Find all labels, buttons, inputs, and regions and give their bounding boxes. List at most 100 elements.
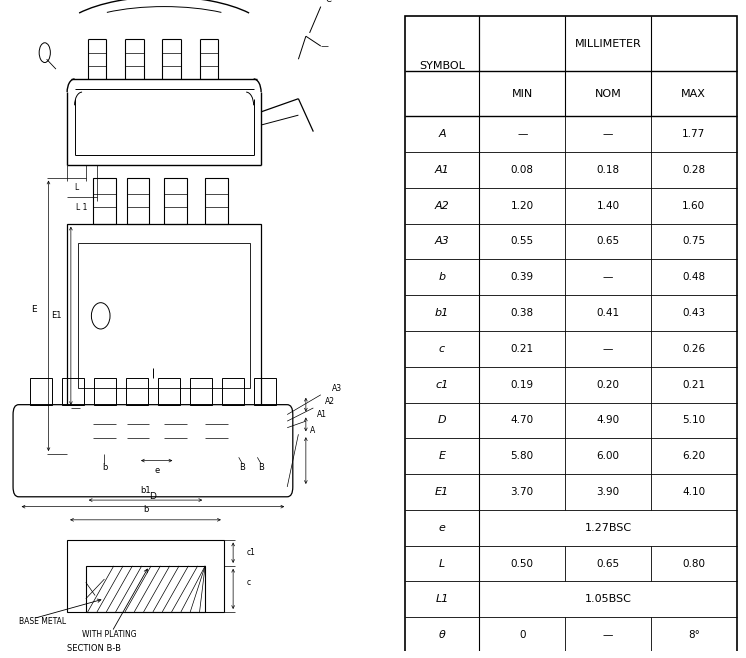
Bar <box>157 378 180 405</box>
Text: 1.40: 1.40 <box>597 201 619 211</box>
Bar <box>94 378 116 405</box>
Text: —: — <box>603 272 613 282</box>
Text: 3.70: 3.70 <box>511 487 533 497</box>
Text: 0.26: 0.26 <box>683 344 705 354</box>
Text: —: — <box>603 630 613 640</box>
Bar <box>127 178 149 224</box>
Text: E: E <box>31 305 37 314</box>
Text: E1: E1 <box>435 487 449 497</box>
Text: e: e <box>154 466 160 475</box>
Bar <box>205 178 228 224</box>
Text: 0.75: 0.75 <box>683 236 705 247</box>
Text: 0.41: 0.41 <box>597 308 619 318</box>
Bar <box>205 408 228 454</box>
Bar <box>62 378 84 405</box>
Text: 3.90: 3.90 <box>597 487 619 497</box>
Text: E: E <box>439 451 445 461</box>
Text: 0.20: 0.20 <box>597 380 619 390</box>
Bar <box>254 378 276 405</box>
Bar <box>127 408 149 454</box>
Text: 6.00: 6.00 <box>597 451 619 461</box>
Text: 0.39: 0.39 <box>511 272 533 282</box>
Bar <box>93 178 116 224</box>
Text: B: B <box>239 463 245 472</box>
Bar <box>222 378 244 405</box>
Text: 0.18: 0.18 <box>597 165 619 175</box>
Text: B: B <box>258 463 264 472</box>
Text: 1.27BSC: 1.27BSC <box>584 522 632 533</box>
Text: L: L <box>439 559 445 569</box>
Text: L: L <box>75 183 78 192</box>
Text: b: b <box>142 505 148 515</box>
Text: 6.20: 6.20 <box>683 451 705 461</box>
Text: 0.38: 0.38 <box>511 308 533 318</box>
Text: MIN: MIN <box>512 89 533 99</box>
Text: —: — <box>603 129 613 139</box>
Text: 5.10: 5.10 <box>683 415 705 426</box>
Text: 0.80: 0.80 <box>683 559 705 569</box>
Text: 0.65: 0.65 <box>597 236 619 247</box>
Text: A: A <box>438 129 446 139</box>
Bar <box>67 224 261 408</box>
Text: BASE METAL: BASE METAL <box>19 617 66 626</box>
Text: 0.50: 0.50 <box>511 559 533 569</box>
Text: —: — <box>517 129 527 139</box>
Text: 1.20: 1.20 <box>511 201 533 211</box>
Text: 0.48: 0.48 <box>683 272 705 282</box>
Text: b: b <box>101 463 107 472</box>
Text: L 1: L 1 <box>76 203 88 212</box>
Text: SYMBOL: SYMBOL <box>419 61 465 71</box>
Text: c1: c1 <box>246 548 255 557</box>
Text: 0.65: 0.65 <box>597 559 619 569</box>
Bar <box>78 243 250 388</box>
Bar <box>189 378 212 405</box>
Text: A1: A1 <box>435 165 449 175</box>
Text: 4.70: 4.70 <box>511 415 533 426</box>
Text: L1: L1 <box>436 594 448 604</box>
Text: E1: E1 <box>51 311 61 320</box>
Text: b1: b1 <box>435 308 449 318</box>
Text: c1: c1 <box>436 380 448 390</box>
Text: b1: b1 <box>140 486 151 495</box>
Text: A: A <box>310 426 315 436</box>
Text: 1.05BSC: 1.05BSC <box>585 594 631 604</box>
Bar <box>164 408 186 454</box>
Text: b: b <box>439 272 445 282</box>
FancyBboxPatch shape <box>13 405 292 497</box>
Bar <box>93 408 116 454</box>
Text: WITH PLATING: WITH PLATING <box>82 630 137 640</box>
Text: c: c <box>246 578 251 587</box>
Bar <box>67 540 224 612</box>
Text: 0.21: 0.21 <box>683 380 705 390</box>
Text: —: — <box>603 344 613 354</box>
Text: D: D <box>149 492 157 501</box>
Text: A2: A2 <box>435 201 449 211</box>
Text: 0: 0 <box>519 630 525 640</box>
Text: 0.55: 0.55 <box>511 236 533 247</box>
Text: 4.90: 4.90 <box>597 415 619 426</box>
Text: 1.60: 1.60 <box>683 201 705 211</box>
Text: MAX: MAX <box>681 89 706 99</box>
Text: 5.80: 5.80 <box>511 451 533 461</box>
Text: 1.77: 1.77 <box>682 129 706 139</box>
Text: c: c <box>439 344 445 354</box>
Text: A3: A3 <box>332 384 342 393</box>
Text: 0.43: 0.43 <box>683 308 705 318</box>
Text: 0.28: 0.28 <box>683 165 705 175</box>
Text: 4.10: 4.10 <box>683 487 705 497</box>
Bar <box>30 378 52 405</box>
Text: SECTION B-B: SECTION B-B <box>67 644 121 653</box>
Text: 0.19: 0.19 <box>511 380 533 390</box>
Text: 0.21: 0.21 <box>511 344 533 354</box>
Text: e: e <box>439 522 445 533</box>
Text: 8°: 8° <box>688 630 700 640</box>
Text: 0.08: 0.08 <box>511 165 533 175</box>
Text: θ: θ <box>439 630 445 640</box>
Text: A1: A1 <box>317 410 327 419</box>
Text: MILLIMETER: MILLIMETER <box>574 39 642 49</box>
Bar <box>164 178 186 224</box>
Text: A3: A3 <box>435 236 449 247</box>
Bar <box>126 378 148 405</box>
Text: A2: A2 <box>325 397 334 406</box>
Bar <box>86 566 205 612</box>
